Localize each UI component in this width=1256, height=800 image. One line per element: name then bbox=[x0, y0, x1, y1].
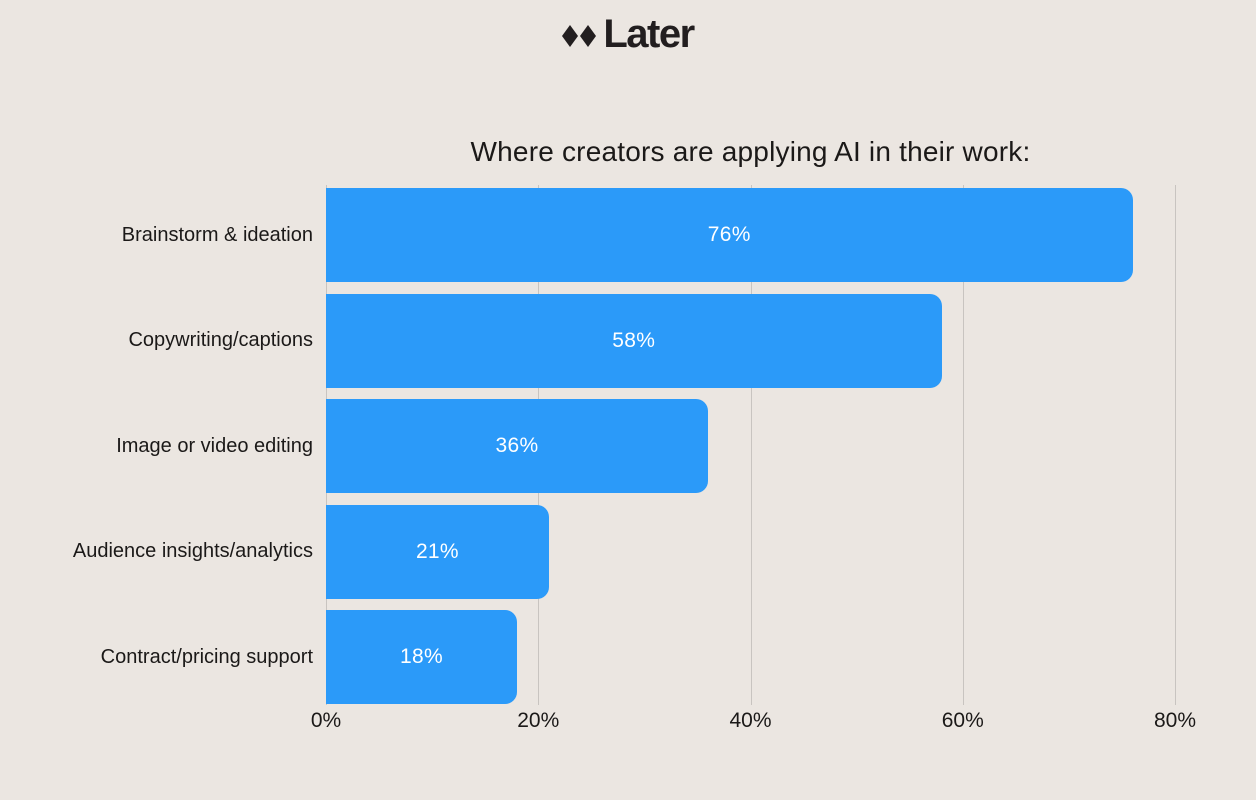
category-label: Audience insights/analytics bbox=[72, 540, 313, 562]
brand-logo: Later bbox=[0, 12, 1256, 56]
bar-value-label: 76% bbox=[707, 223, 751, 246]
table-row: Contract/pricing support 18% bbox=[0, 610, 1256, 704]
bar: 21% bbox=[326, 504, 549, 599]
x-tick-label: 20% bbox=[517, 709, 560, 732]
bar-track: 58% bbox=[326, 293, 1175, 388]
table-row: Copywriting/captions 58% bbox=[0, 293, 1256, 388]
category-label: Contract/pricing support bbox=[100, 645, 313, 668]
category-label: Brainstorm & ideation bbox=[121, 223, 313, 246]
x-tick-label: 0% bbox=[310, 709, 342, 732]
brand-logo-text: Later bbox=[603, 12, 695, 56]
x-tick-label: 60% bbox=[941, 709, 984, 732]
gridline-40 bbox=[750, 185, 752, 705]
gridline-80 bbox=[1175, 185, 1176, 705]
x-tick-label: 40% bbox=[729, 709, 772, 732]
chart-title: Where creators are applying AI in their … bbox=[470, 136, 1031, 167]
bar-chart: Brainstorm & ideation 76% Copywriting/capt… bbox=[0, 185, 1256, 732]
table-row: Brainstorm & ideation 76% bbox=[0, 188, 1256, 282]
bar-value-label: 36% bbox=[495, 434, 539, 457]
bar-track: 76% bbox=[326, 188, 1175, 282]
bar-track: 36% bbox=[326, 399, 1175, 493]
bar-value-label: 18% bbox=[400, 645, 443, 668]
bar-track: 18% bbox=[326, 610, 1175, 704]
x-axis: 0% 20% 40% 60% 80% bbox=[311, 709, 1196, 739]
bar-track: 21% bbox=[326, 504, 1175, 599]
bar: 36% bbox=[326, 399, 709, 493]
category-label: Copywriting/captions bbox=[128, 329, 313, 351]
bar: 18% bbox=[326, 610, 518, 704]
bar-value-label: 58% bbox=[612, 328, 656, 352]
x-tick-label: 80% bbox=[1153, 709, 1197, 732]
table-row: Image or video editing 36% bbox=[0, 399, 1256, 493]
bar: 76% bbox=[326, 188, 1133, 282]
table-row: Audience insights/analytics 21% bbox=[0, 504, 1256, 599]
bar-value-label: 21% bbox=[415, 539, 459, 563]
category-label: Image or video editing bbox=[116, 434, 313, 457]
double-diamond-icon bbox=[562, 25, 597, 47]
bar: 58% bbox=[326, 293, 942, 388]
gridline-60 bbox=[962, 185, 964, 705]
